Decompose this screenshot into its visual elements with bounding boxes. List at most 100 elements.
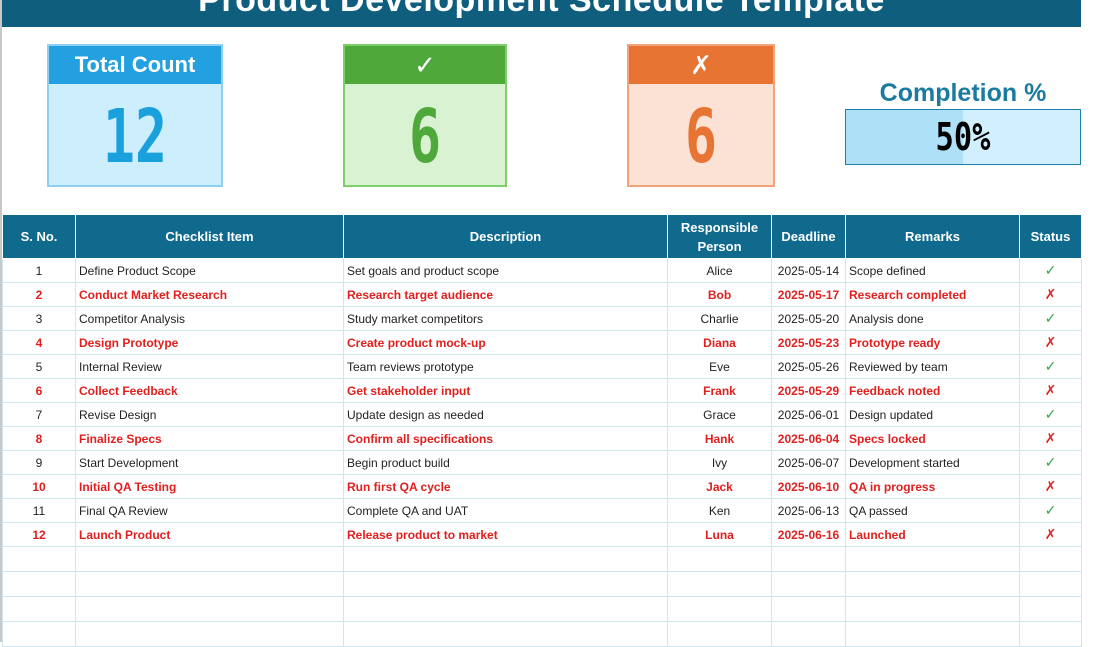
empty-cell[interactable] [667, 621, 772, 647]
cell-deadline[interactable]: 2025-06-07 [771, 450, 846, 475]
cell-deadline[interactable]: 2025-05-17 [771, 282, 846, 307]
empty-cell[interactable] [2, 596, 76, 622]
empty-cell[interactable] [667, 546, 772, 572]
cell-responsible-person[interactable]: Jack [667, 474, 772, 499]
cell-responsible-person[interactable]: Grace [667, 402, 772, 427]
cell-description[interactable]: Team reviews prototype [343, 354, 668, 379]
cell-description[interactable]: Run first QA cycle [343, 474, 668, 499]
cell-description[interactable]: Begin product build [343, 450, 668, 475]
cell-remarks[interactable]: Prototype ready [845, 330, 1020, 355]
table-row[interactable]: 12 Launch Product Release product to marke… [2, 522, 1082, 547]
table-row[interactable]: 6 Collect Feedback Get stakeholder input Fr… [2, 378, 1082, 403]
empty-cell[interactable] [667, 571, 772, 597]
empty-cell[interactable] [845, 546, 1020, 572]
table-row[interactable]: 9 Start Development Begin product build Ivy… [2, 450, 1082, 475]
cell-description[interactable]: Release product to market [343, 522, 668, 547]
empty-cell[interactable] [75, 546, 344, 572]
empty-cell[interactable] [771, 621, 846, 647]
empty-cell[interactable] [343, 621, 668, 647]
status-check-icon[interactable]: ✓ [1019, 258, 1082, 283]
cell-responsible-person[interactable]: Frank [667, 378, 772, 403]
empty-cell[interactable] [2, 571, 76, 597]
header-responsible-person[interactable]: Responsible Person [667, 214, 772, 259]
cell-responsible-person[interactable]: Ken [667, 498, 772, 523]
empty-cell[interactable] [343, 546, 668, 572]
status-check-icon[interactable]: ✓ [1019, 402, 1082, 427]
table-row[interactable]: 11 Final QA Review Complete QA and UAT Ken 2… [2, 498, 1082, 523]
header-remarks[interactable]: Remarks [845, 214, 1020, 259]
cell-responsible-person[interactable]: Bob [667, 282, 772, 307]
status-cross-icon[interactable]: ✗ [1019, 474, 1082, 499]
cell-deadline[interactable]: 2025-06-04 [771, 426, 846, 451]
header-description[interactable]: Description [343, 214, 668, 259]
status-check-icon[interactable]: ✓ [1019, 450, 1082, 475]
header-deadline[interactable]: Deadline [771, 214, 846, 259]
cell-remarks[interactable]: Launched [845, 522, 1020, 547]
table-row[interactable]: 1 Define Product Scope Set goals and produ… [2, 258, 1082, 283]
cell-sno[interactable]: 8 [2, 426, 76, 451]
cell-checklist-item[interactable]: Initial QA Testing [75, 474, 344, 499]
cell-checklist-item[interactable]: Competitor Analysis [75, 306, 344, 331]
cell-checklist-item[interactable]: Launch Product [75, 522, 344, 547]
table-row[interactable]: 8 Finalize Specs Confirm all specification… [2, 426, 1082, 451]
empty-cell[interactable] [845, 621, 1020, 647]
empty-row[interactable] [2, 571, 1082, 597]
cell-sno[interactable]: 7 [2, 402, 76, 427]
cell-deadline[interactable]: 2025-06-01 [771, 402, 846, 427]
empty-row[interactable] [2, 546, 1082, 572]
cell-remarks[interactable]: Reviewed by team [845, 354, 1020, 379]
status-cross-icon[interactable]: ✗ [1019, 378, 1082, 403]
cell-description[interactable]: Set goals and product scope [343, 258, 668, 283]
status-check-icon[interactable]: ✓ [1019, 498, 1082, 523]
cell-checklist-item[interactable]: Collect Feedback [75, 378, 344, 403]
table-row[interactable]: 5 Internal Review Team reviews prototype Ev… [2, 354, 1082, 379]
cell-remarks[interactable]: Feedback noted [845, 378, 1020, 403]
empty-cell[interactable] [2, 621, 76, 647]
empty-cell[interactable] [2, 546, 76, 572]
empty-cell[interactable] [75, 571, 344, 597]
cell-checklist-item[interactable]: Finalize Specs [75, 426, 344, 451]
cell-deadline[interactable]: 2025-05-14 [771, 258, 846, 283]
cell-deadline[interactable]: 2025-05-20 [771, 306, 846, 331]
empty-cell[interactable] [771, 546, 846, 572]
cell-description[interactable]: Create product mock-up [343, 330, 668, 355]
empty-row[interactable] [2, 596, 1082, 622]
cell-sno[interactable]: 10 [2, 474, 76, 499]
cell-deadline[interactable]: 2025-05-26 [771, 354, 846, 379]
empty-cell[interactable] [1019, 596, 1082, 622]
empty-cell[interactable] [845, 596, 1020, 622]
cell-checklist-item[interactable]: Define Product Scope [75, 258, 344, 283]
table-row[interactable]: 2 Conduct Market Research Research target … [2, 282, 1082, 307]
cell-description[interactable]: Complete QA and UAT [343, 498, 668, 523]
empty-cell[interactable] [343, 571, 668, 597]
cell-sno[interactable]: 1 [2, 258, 76, 283]
cell-sno[interactable]: 5 [2, 354, 76, 379]
header-status[interactable]: Status [1019, 214, 1082, 259]
cell-sno[interactable]: 9 [2, 450, 76, 475]
cell-responsible-person[interactable]: Charlie [667, 306, 772, 331]
cell-sno[interactable]: 2 [2, 282, 76, 307]
cell-checklist-item[interactable]: Revise Design [75, 402, 344, 427]
cell-description[interactable]: Get stakeholder input [343, 378, 668, 403]
cell-remarks[interactable]: QA in progress [845, 474, 1020, 499]
cell-checklist-item[interactable]: Conduct Market Research [75, 282, 344, 307]
cell-responsible-person[interactable]: Eve [667, 354, 772, 379]
status-check-icon[interactable]: ✓ [1019, 354, 1082, 379]
cell-description[interactable]: Research target audience [343, 282, 668, 307]
cell-remarks[interactable]: Development started [845, 450, 1020, 475]
cell-deadline[interactable]: 2025-05-29 [771, 378, 846, 403]
cell-responsible-person[interactable]: Diana [667, 330, 772, 355]
cell-description[interactable]: Confirm all specifications [343, 426, 668, 451]
cell-responsible-person[interactable]: Hank [667, 426, 772, 451]
empty-cell[interactable] [1019, 546, 1082, 572]
cell-remarks[interactable]: Research completed [845, 282, 1020, 307]
status-cross-icon[interactable]: ✗ [1019, 426, 1082, 451]
cell-deadline[interactable]: 2025-06-16 [771, 522, 846, 547]
cell-deadline[interactable]: 2025-05-23 [771, 330, 846, 355]
cell-sno[interactable]: 4 [2, 330, 76, 355]
cell-description[interactable]: Study market competitors [343, 306, 668, 331]
empty-cell[interactable] [771, 596, 846, 622]
cell-checklist-item[interactable]: Internal Review [75, 354, 344, 379]
cell-deadline[interactable]: 2025-06-10 [771, 474, 846, 499]
table-row[interactable]: 3 Competitor Analysis Study market competi… [2, 306, 1082, 331]
